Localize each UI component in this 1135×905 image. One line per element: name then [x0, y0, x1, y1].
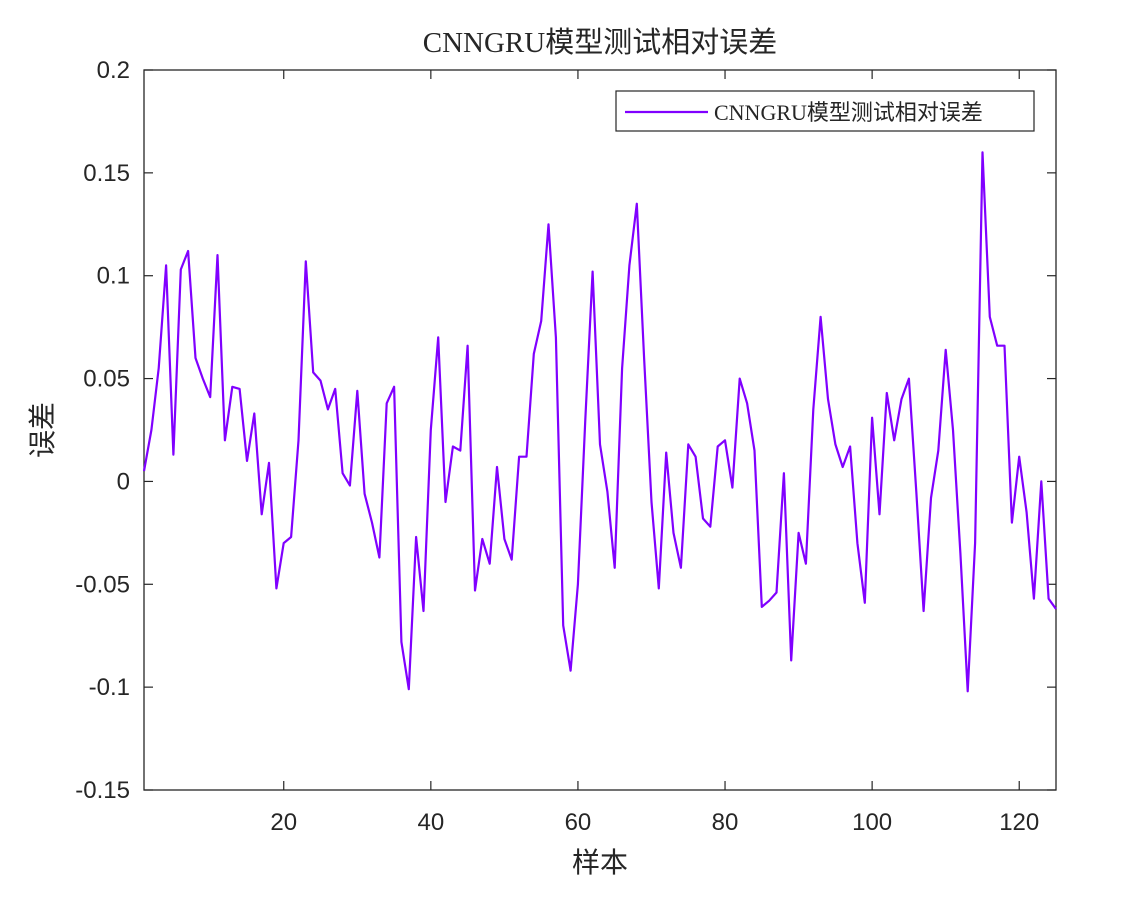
legend[interactable]: CNNGRU模型测试相对误差 [616, 91, 1034, 131]
y-tick-label: 0.1 [97, 263, 130, 290]
x-tick-label: 60 [565, 809, 592, 836]
y-axis-label: 误差 [27, 402, 58, 458]
chart-title: CNNGRU模型测试相对误差 [423, 26, 777, 59]
legend-label: CNNGRU模型测试相对误差 [714, 100, 983, 125]
y-tick-label: 0 [117, 468, 130, 495]
x-tick-label: 20 [270, 809, 297, 836]
y-tick-label: 0.05 [83, 366, 130, 393]
x-axis-label: 样本 [572, 847, 628, 878]
x-tick-label: 40 [417, 809, 444, 836]
y-tick-label: 0.15 [83, 160, 130, 187]
y-tick-label: -0.05 [75, 571, 130, 598]
y-tick-label: -0.15 [75, 777, 130, 804]
x-tick-label: 120 [999, 809, 1039, 836]
x-tick-label: 80 [712, 809, 739, 836]
x-tick-label: 100 [852, 809, 892, 836]
y-tick-label: 0.2 [97, 57, 130, 84]
y-tick-label: -0.1 [89, 674, 130, 701]
